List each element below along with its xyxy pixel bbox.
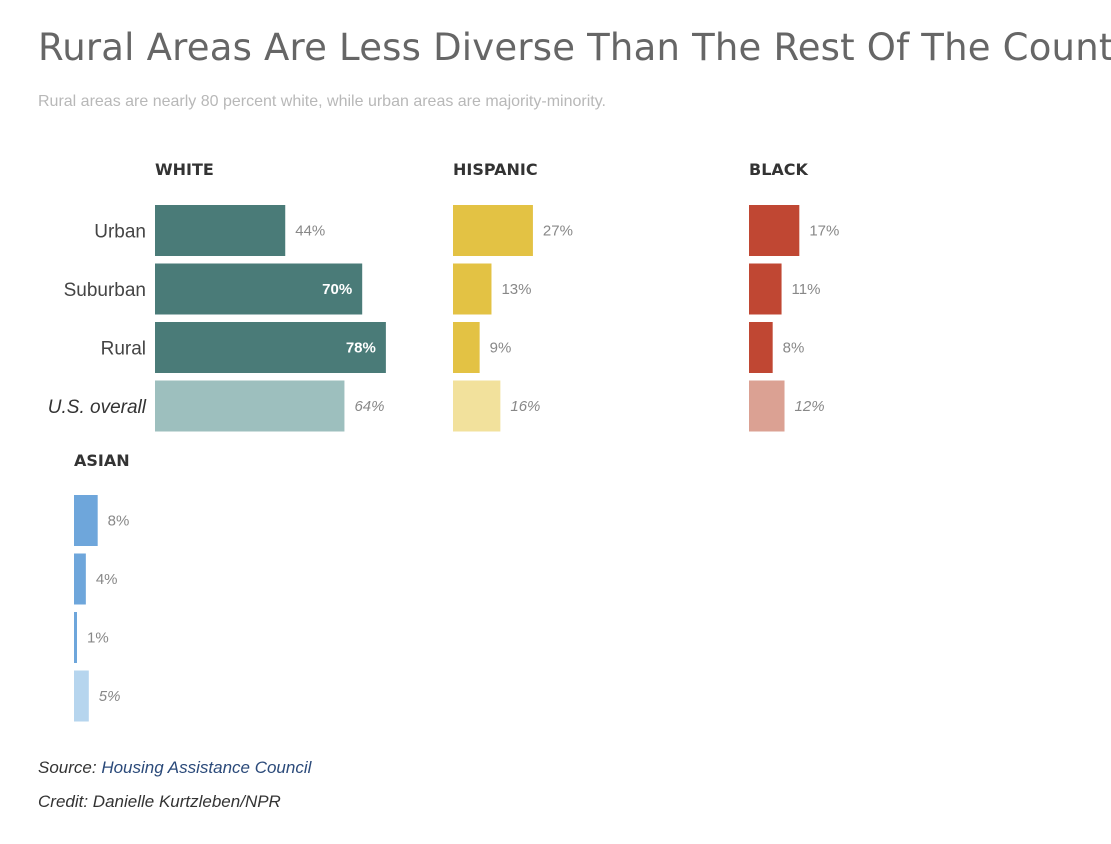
bar-hispanic-1 — [453, 263, 492, 315]
value-label-black-3: 12% — [795, 398, 825, 415]
value-label-hispanic-1: 13% — [501, 281, 531, 298]
value-label-black-1: 11% — [792, 281, 821, 298]
value-label-black-0: 17% — [809, 223, 839, 240]
chart-subtitle: Rural areas are nearly 80 percent white,… — [38, 93, 606, 110]
bar-asian-0 — [74, 495, 98, 546]
value-label-hispanic-2: 9% — [490, 340, 512, 357]
bar-white-0 — [155, 205, 286, 256]
value-label-asian-2: 1% — [87, 630, 109, 647]
value-label-asian-0: 8% — [108, 513, 130, 530]
bar-black-3 — [749, 380, 785, 432]
category-label-2: Rural — [101, 339, 146, 360]
value-label-hispanic-0: 27% — [543, 223, 573, 240]
bar-white-1 — [155, 263, 363, 315]
source-line: Source: Housing Assistance Council — [38, 758, 311, 778]
value-label-white-2: 78% — [346, 340, 376, 357]
bar-hispanic-2 — [453, 322, 480, 373]
bar-asian-2 — [74, 612, 77, 663]
value-label-white-3: 64% — [354, 398, 384, 415]
panel-title-asian: ASIAN — [74, 451, 130, 470]
bar-asian-3 — [74, 670, 89, 722]
bar-asian-1 — [74, 553, 86, 605]
bar-black-2 — [749, 322, 773, 373]
value-label-black-2: 8% — [783, 340, 805, 357]
panel-title-black: BLACK — [749, 160, 809, 179]
source-link[interactable]: Housing Assistance Council — [101, 758, 312, 777]
bar-hispanic-0 — [453, 205, 533, 256]
bar-white-3 — [155, 380, 345, 432]
value-label-asian-1: 4% — [96, 571, 118, 588]
bar-black-0 — [749, 205, 800, 256]
category-label-1: Suburban — [64, 280, 146, 301]
panel-title-hispanic: HISPANIC — [453, 160, 538, 179]
panel-title-white: WHITE — [155, 160, 214, 179]
bar-black-1 — [749, 263, 782, 315]
chart-title: Rural Areas Are Less Diverse Than The Re… — [38, 26, 1111, 69]
bar-white-2 — [155, 322, 386, 373]
credit-line: Credit: Danielle Kurtzleben/NPR — [38, 792, 281, 811]
source-label: Source: — [38, 758, 102, 777]
value-label-hispanic-3: 16% — [510, 398, 540, 415]
value-label-asian-3: 5% — [99, 688, 121, 705]
value-label-white-1: 70% — [322, 281, 352, 298]
bar-hispanic-3 — [453, 380, 501, 432]
value-label-white-0: 44% — [295, 223, 325, 240]
category-label-3: U.S. overall — [48, 397, 147, 418]
category-label-0: Urban — [94, 222, 146, 243]
